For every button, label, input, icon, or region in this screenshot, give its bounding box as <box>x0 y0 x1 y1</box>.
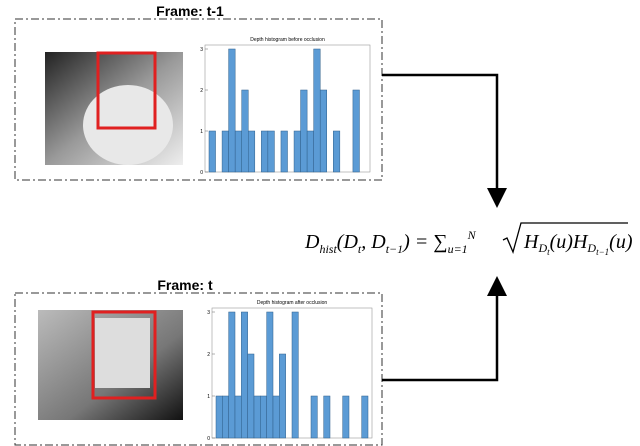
frame-label: Frame: t-1 <box>156 3 224 19</box>
bar <box>235 131 242 172</box>
bar <box>311 396 317 438</box>
bar <box>273 396 279 438</box>
formula-part: t−1 <box>386 242 403 256</box>
bar <box>248 131 255 172</box>
bar <box>254 396 260 438</box>
formula-part: H <box>523 231 540 253</box>
formula: Dhist(Dt, Dt−1) = ∑u=1N <box>304 228 477 256</box>
y-tick-label: 1 <box>207 394 210 400</box>
formula-part: (u)H <box>550 231 589 253</box>
bar <box>333 131 340 172</box>
bar <box>235 396 241 438</box>
bar <box>229 49 236 172</box>
bar <box>241 312 247 438</box>
bar <box>229 312 235 438</box>
bar <box>268 131 275 172</box>
formula-part: hist <box>319 242 337 256</box>
bar <box>343 396 349 438</box>
y-tick-label: 1 <box>200 129 203 135</box>
histogram-title: Depth histogram before occlusion <box>250 37 325 43</box>
formula-part: t−1 <box>596 247 609 257</box>
bar <box>216 396 222 438</box>
arrow <box>382 286 497 380</box>
bar <box>292 312 298 438</box>
y-tick-label: 3 <box>207 310 210 316</box>
formula-part: D <box>304 231 320 253</box>
depth-image <box>95 318 150 388</box>
y-tick-label: 0 <box>200 170 203 176</box>
formula-part: u=1 <box>448 242 468 256</box>
histogram-title: Depth histogram after occlusion <box>257 300 328 306</box>
y-tick-label: 3 <box>200 47 203 53</box>
formula-part: ) = ∑ <box>402 231 447 253</box>
formula-part: D <box>586 241 596 255</box>
frame-label: Frame: t <box>157 277 213 293</box>
y-tick-label: 0 <box>207 436 210 442</box>
bar <box>222 131 229 172</box>
formula-part: (u) <box>609 231 633 253</box>
bar <box>362 396 368 438</box>
bar <box>279 354 285 438</box>
bar <box>324 396 330 438</box>
formula-part: N <box>467 228 477 242</box>
formula-part: D <box>537 241 547 255</box>
arrow <box>382 75 497 198</box>
bar <box>209 131 216 172</box>
bar <box>294 131 301 172</box>
formula: HDt(u)HDt−1(u) <box>523 231 633 257</box>
bar <box>353 90 360 172</box>
bar <box>261 131 268 172</box>
bar <box>281 131 288 172</box>
bar <box>267 312 273 438</box>
bar <box>222 396 228 438</box>
bar <box>242 90 249 172</box>
bar <box>307 131 314 172</box>
bar <box>301 90 308 172</box>
diagram: Frame: t-1 Frame: t Dhist(Dt, Dt−1) = ∑u… <box>0 0 640 446</box>
bar <box>260 396 266 438</box>
bar <box>320 90 327 172</box>
bar <box>248 354 254 438</box>
formula-part: , D <box>361 231 386 253</box>
bar <box>314 49 321 172</box>
formula-part: (D <box>337 231 359 253</box>
y-tick-label: 2 <box>207 352 210 358</box>
y-tick-label: 2 <box>200 88 203 94</box>
